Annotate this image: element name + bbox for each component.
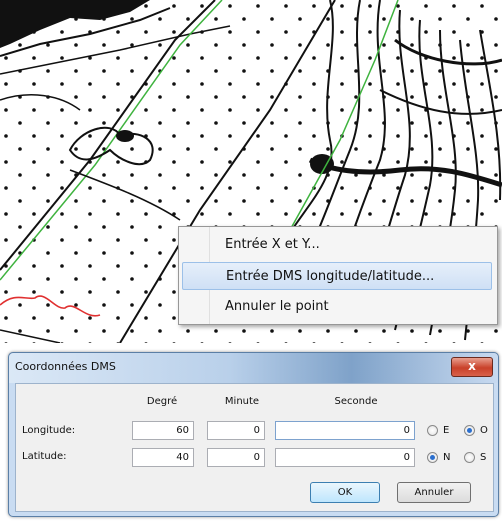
- header-degre: Degré: [146, 396, 178, 407]
- radio-o[interactable]: [464, 425, 475, 436]
- menu-item-annuler-point[interactable]: Annuler le point: [225, 299, 329, 314]
- dialog-body: Degré Minute Seconde Longitude: 60 0 0 E…: [15, 383, 494, 512]
- dialog-title: Coordonnées DMS: [15, 360, 116, 373]
- longitude-minute-input[interactable]: 0: [207, 421, 265, 440]
- radio-s-label: S: [480, 452, 487, 463]
- radio-o-label: O: [480, 425, 488, 436]
- header-seconde: Seconde: [334, 396, 378, 407]
- radio-n[interactable]: [427, 452, 438, 463]
- radio-s[interactable]: [464, 452, 475, 463]
- longitude-degre-input[interactable]: 60: [132, 421, 194, 440]
- ok-button[interactable]: OK: [310, 482, 380, 503]
- latitude-degre-input[interactable]: 40: [132, 448, 194, 467]
- context-menu: Entrée X et Y... Entrée DMS longitude/la…: [178, 226, 498, 325]
- menu-item-entree-xy[interactable]: Entrée X et Y...: [225, 237, 320, 252]
- latitude-minute-input[interactable]: 0: [207, 448, 265, 467]
- dms-dialog: Coordonnées DMS x Degré Minute Seconde L…: [8, 352, 499, 517]
- annuler-button[interactable]: Annuler: [397, 482, 471, 503]
- radio-e-label: E: [443, 425, 450, 436]
- longitude-seconde-input[interactable]: 0: [275, 421, 415, 440]
- menu-item-entree-dms[interactable]: Entrée DMS longitude/latitude...: [182, 262, 492, 290]
- radio-e[interactable]: [427, 425, 438, 436]
- latitude-label: Latitude:: [22, 451, 67, 462]
- dialog-titlebar[interactable]: Coordonnées DMS x: [9, 353, 498, 383]
- latitude-seconde-input[interactable]: 0: [275, 448, 415, 467]
- close-button[interactable]: x: [451, 357, 493, 377]
- radio-n-label: N: [443, 452, 451, 463]
- header-minute: Minute: [224, 396, 260, 407]
- longitude-label: Longitude:: [22, 425, 76, 436]
